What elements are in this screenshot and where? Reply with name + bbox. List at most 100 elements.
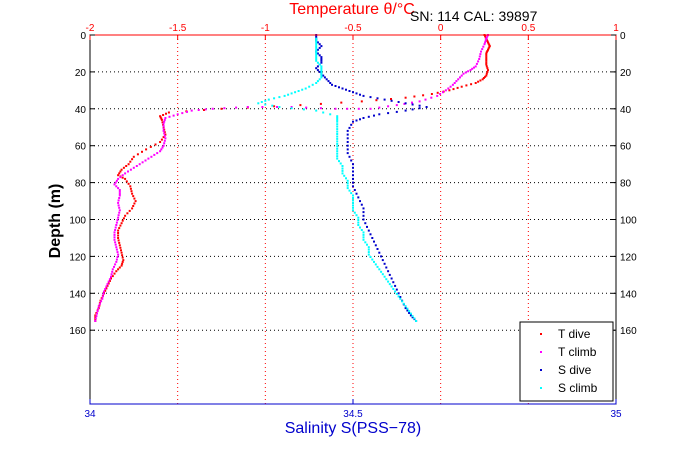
- depth-tick-label-right: 20: [620, 68, 632, 79]
- data-point-s-dive: [418, 104, 421, 107]
- data-point-s-climb: [357, 219, 360, 222]
- data-point-s-dive: [352, 174, 354, 177]
- data-point-t-dive: [118, 227, 121, 230]
- data-point-s-dive: [378, 251, 381, 254]
- data-point-t-dive: [486, 67, 489, 70]
- data-point-t-climb: [163, 118, 166, 121]
- data-point-s-climb: [348, 189, 351, 192]
- data-point-t-dive: [422, 94, 425, 97]
- data-point-t-climb: [111, 268, 114, 271]
- depth-tick-label-right: 100: [620, 216, 637, 227]
- data-point-t-dive: [154, 143, 157, 146]
- data-point-t-dive: [436, 91, 439, 94]
- data-point-t-climb: [97, 307, 100, 310]
- data-point-s-dive: [404, 102, 407, 105]
- data-point-t-climb: [369, 107, 372, 110]
- data-point-s-climb: [336, 123, 339, 126]
- data-point-t-climb: [160, 148, 163, 151]
- data-point-t-dive: [160, 117, 163, 120]
- depth-tick-label-right: 160: [620, 326, 637, 337]
- data-point-s-dive: [320, 59, 323, 62]
- data-point-t-dive: [470, 83, 473, 86]
- data-point-s-dive: [345, 88, 347, 91]
- depth-axis-title: Depth (m): [47, 184, 64, 259]
- data-point-t-climb: [104, 288, 107, 290]
- data-point-t-dive: [486, 50, 489, 52]
- data-point-s-climb: [366, 243, 368, 246]
- data-point-t-climb: [190, 109, 193, 112]
- data-point-t-climb: [484, 41, 487, 44]
- data-point-s-climb: [315, 82, 318, 84]
- legend-label: T climb: [558, 345, 597, 359]
- data-point-t-dive: [120, 264, 123, 267]
- data-point-t-climb: [459, 76, 461, 79]
- data-point-s-climb: [383, 275, 386, 278]
- data-point-t-climb: [168, 115, 171, 118]
- data-point-s-dive: [350, 123, 353, 126]
- data-point-s-dive: [315, 67, 318, 70]
- data-point-t-dive: [162, 136, 165, 139]
- data-point-t-dive: [167, 111, 170, 114]
- data-point-t-climb: [261, 106, 264, 108]
- data-point-t-dive: [121, 219, 124, 222]
- data-point-t-dive: [119, 170, 122, 173]
- data-point-s-dive: [362, 211, 365, 214]
- data-point-t-climb: [478, 55, 481, 58]
- data-point-t-climb: [444, 89, 447, 92]
- data-point-t-dive: [487, 69, 489, 72]
- data-point-t-climb: [121, 174, 124, 177]
- data-point-s-climb: [316, 61, 319, 64]
- data-point-s-climb: [278, 106, 281, 108]
- data-point-s-climb: [362, 236, 365, 239]
- data-point-s-dive: [383, 98, 386, 101]
- legend-marker: [540, 387, 542, 389]
- data-point-s-climb: [336, 140, 339, 143]
- data-point-s-dive: [352, 181, 354, 184]
- data-point-s-dive: [387, 112, 390, 115]
- data-point-t-climb: [118, 192, 121, 195]
- data-point-t-climb: [113, 265, 115, 268]
- data-point-s-dive: [318, 70, 321, 73]
- data-point-t-climb: [96, 310, 99, 313]
- data-point-t-climb: [116, 256, 119, 258]
- data-point-t-dive: [487, 47, 490, 50]
- data-point-t-dive: [159, 115, 162, 118]
- data-point-s-climb: [336, 157, 339, 160]
- data-point-t-climb: [395, 104, 398, 107]
- data-point-s-climb: [346, 187, 349, 190]
- data-point-s-climb: [402, 302, 405, 305]
- data-point-s-climb: [413, 317, 416, 320]
- data-point-t-climb: [473, 66, 475, 69]
- data-point-t-dive: [162, 126, 165, 129]
- data-point-s-dive: [425, 106, 428, 108]
- data-point-t-dive: [474, 82, 477, 84]
- data-point-t-dive: [124, 214, 127, 217]
- data-point-t-climb: [118, 209, 121, 212]
- data-point-t-dive: [164, 133, 167, 136]
- data-point-s-climb: [341, 169, 344, 172]
- data-point-t-climb: [246, 106, 249, 108]
- data-point-t-climb: [94, 317, 97, 320]
- data-point-s-climb: [341, 167, 344, 170]
- data-point-s-climb: [343, 174, 346, 177]
- data-point-s-climb: [322, 111, 325, 114]
- data-point-s-dive: [338, 86, 340, 89]
- data-point-s-climb: [404, 305, 407, 308]
- data-point-s-climb: [397, 295, 400, 298]
- data-point-s-climb: [336, 147, 339, 150]
- depth-tick-label-right: 60: [620, 142, 632, 153]
- data-point-t-climb: [114, 263, 117, 266]
- data-point-t-dive: [105, 287, 108, 290]
- data-point-s-dive: [348, 155, 351, 158]
- data-point-s-climb: [315, 45, 318, 48]
- data-point-s-dive: [411, 103, 414, 106]
- data-point-s-climb: [315, 58, 318, 60]
- data-point-t-climb: [403, 102, 406, 105]
- data-point-s-climb: [395, 292, 398, 295]
- data-point-s-dive: [404, 307, 407, 310]
- data-point-t-climb: [430, 96, 433, 99]
- data-point-t-climb: [117, 177, 120, 180]
- data-point-t-climb: [115, 248, 118, 251]
- data-point-s-climb: [388, 283, 391, 286]
- data-point-s-climb: [376, 265, 379, 268]
